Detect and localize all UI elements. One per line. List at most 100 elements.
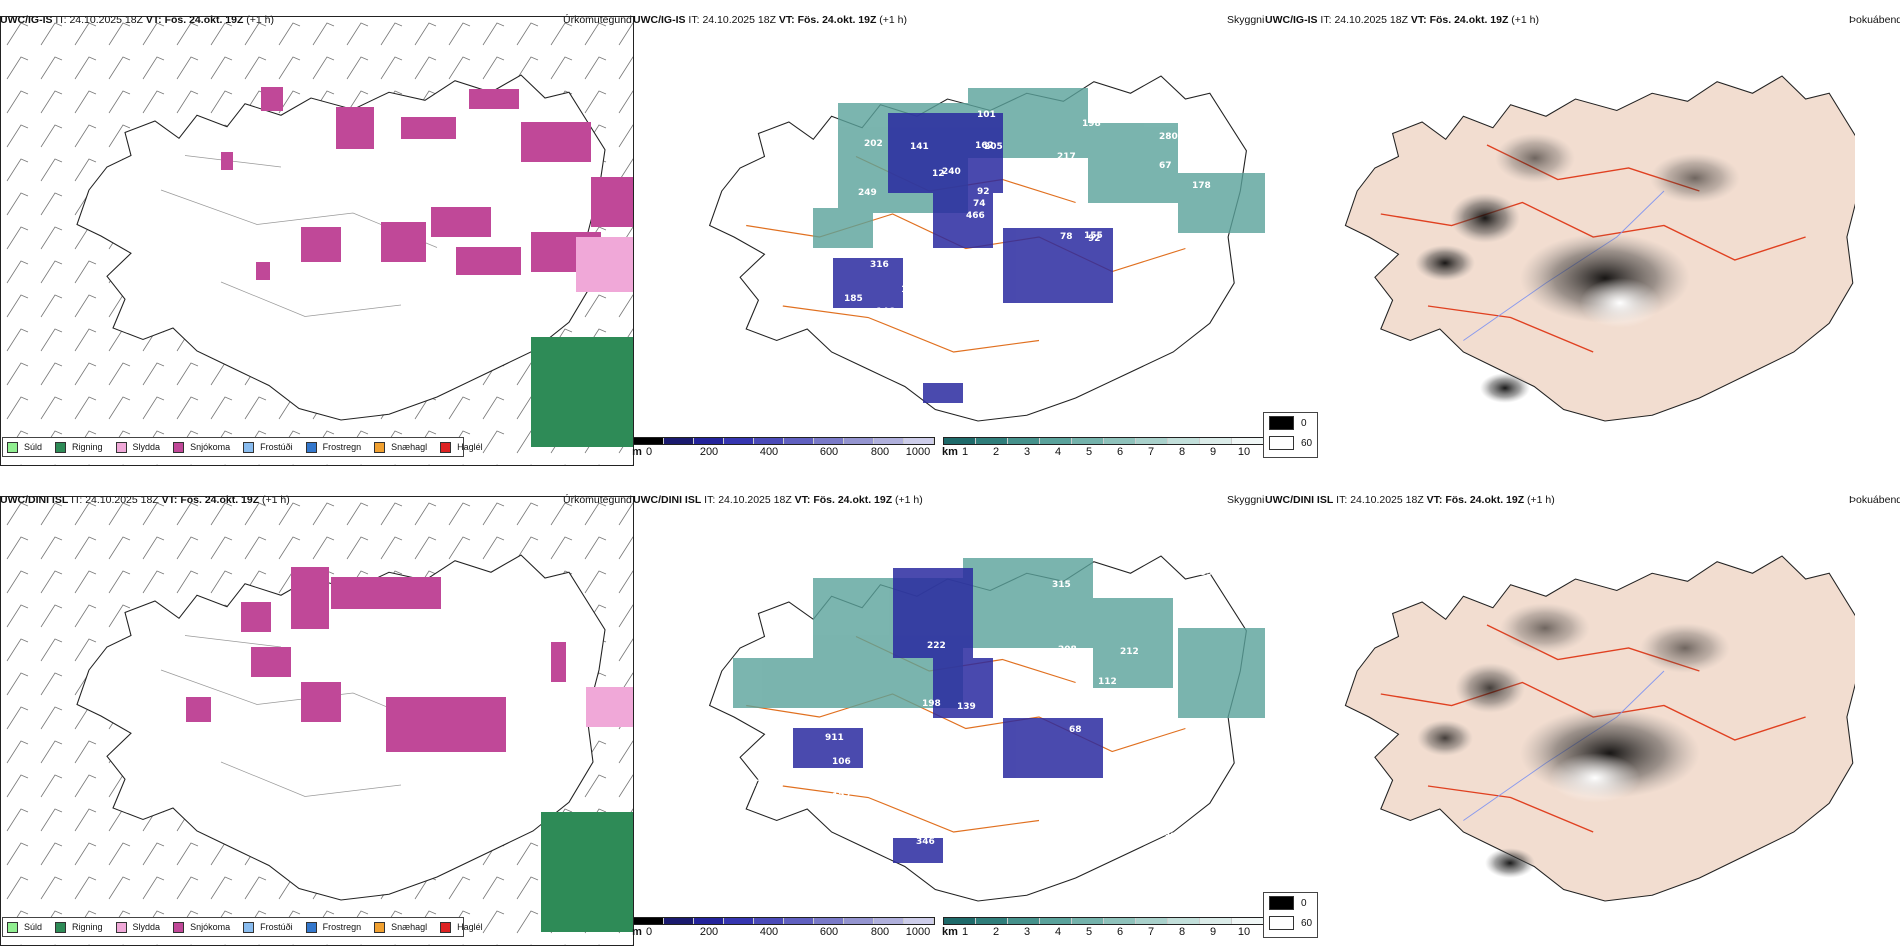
fog-key-swatch bbox=[1269, 916, 1294, 930]
panel-header: UWC/IG-IS IT: 24.10.2025 18Z VT: Fös. 24… bbox=[1265, 14, 1539, 30]
sleet-areas bbox=[576, 237, 633, 292]
legend-swatch bbox=[115, 441, 127, 453]
ceiling-label: 276 bbox=[1033, 844, 1052, 854]
fog-key-row: 60 bbox=[1264, 913, 1317, 933]
ceiling-label: 265 bbox=[899, 711, 918, 721]
visibility-tick: 8 bbox=[1178, 446, 1186, 458]
ceiling-label: 316 bbox=[870, 260, 889, 270]
legend-item: Frostregn bbox=[305, 441, 361, 453]
ceiling-label: 28 bbox=[801, 596, 814, 606]
ceiling-label: 67 bbox=[1159, 161, 1172, 171]
fog-key-swatch bbox=[1269, 896, 1294, 910]
legend-item: Snæhagl bbox=[374, 441, 427, 453]
visibility-tick: 6 bbox=[1116, 926, 1124, 938]
ceiling-colorbar bbox=[633, 437, 935, 445]
visibility-tick: 9 bbox=[1209, 446, 1217, 458]
fog-panel-bottom: UWC/DINI ISL IT: 24.10.2025 18Z VT: Fös.… bbox=[1263, 494, 1900, 946]
ceiling-label: 152 bbox=[1012, 163, 1031, 173]
ceiling-scale: m 0 200 400 600 800 1000 bbox=[632, 917, 935, 939]
ceiling-label: 127 bbox=[832, 792, 851, 802]
ceiling-label: 92 bbox=[977, 187, 990, 197]
legend-swatch bbox=[55, 921, 67, 933]
ceiling-label: 225 bbox=[1017, 690, 1036, 700]
ceiling-label: 334 bbox=[1164, 832, 1183, 842]
legend-swatch bbox=[173, 921, 185, 933]
fog-map bbox=[1344, 555, 1855, 902]
visibility-tick: 2 bbox=[992, 446, 1000, 458]
ceiling-labels: 346 276 221 231 97 28 129 334 193 222 166 232 198 95 3… bbox=[746, 561, 1220, 854]
ceiling-label: 257 bbox=[865, 827, 884, 837]
ceiling-label: 109 bbox=[912, 259, 931, 269]
ceiling-tick: 1000 bbox=[905, 926, 931, 938]
ceiling-tick: 800 bbox=[870, 446, 890, 458]
panel-header: UWC/DINI ISL IT: 24.10.2025 18Z VT: Fös.… bbox=[1265, 494, 1555, 510]
panel-title: Skyggni bbox=[1227, 14, 1265, 26]
precip-type-panel-top: UWC/IG-IS IT: 24.10.2025 18Z VT: Fös. 24… bbox=[0, 14, 634, 466]
model-name: UWC/DINI ISL bbox=[1265, 494, 1334, 506]
ceiling-label: 139 bbox=[957, 702, 976, 712]
legend-swatch bbox=[7, 441, 18, 453]
visibility-tick: 1 bbox=[961, 926, 969, 938]
ceiling-tick: 200 bbox=[699, 446, 719, 458]
legend-item: Súld bbox=[7, 921, 42, 933]
panel-title: Þokuábendi bbox=[1849, 494, 1900, 506]
legend-swatch bbox=[305, 441, 317, 453]
ceiling-label: 221 bbox=[866, 822, 885, 832]
ceiling-label: 101 bbox=[1151, 812, 1170, 822]
ceiling-label: 77 bbox=[799, 827, 812, 837]
visibility-tick: 5 bbox=[1085, 446, 1093, 458]
ceiling-label: 208 bbox=[1058, 645, 1077, 655]
ceiling-tick: 800 bbox=[870, 926, 890, 938]
legend-item: Frostúði bbox=[243, 441, 293, 453]
ceiling-label: 101 bbox=[779, 562, 798, 572]
ceiling-label: 101 bbox=[977, 110, 996, 120]
legend-item: Snjókoma bbox=[173, 441, 230, 453]
ceiling-label: 212 bbox=[1120, 647, 1139, 657]
legend-swatch bbox=[374, 441, 386, 453]
ceiling-label: 202 bbox=[864, 139, 883, 149]
visibility-tick: 9 bbox=[1209, 926, 1217, 938]
visibility-colorbar bbox=[943, 437, 1265, 445]
vt-label: VT: bbox=[1426, 494, 1443, 506]
ceiling-label: 124 bbox=[750, 779, 769, 789]
ceiling-areas bbox=[833, 113, 1113, 403]
ceiling-label: 141 bbox=[910, 142, 929, 152]
legend-swatch bbox=[243, 921, 255, 933]
ceiling-label: 97 bbox=[866, 565, 879, 575]
vt-value: Fös. 24.okt. 19Z bbox=[1429, 14, 1509, 26]
sleet-areas bbox=[586, 687, 633, 727]
visibility-colorbar bbox=[943, 917, 1265, 925]
ceiling-label: 199 bbox=[1194, 568, 1213, 578]
ceiling-label: 231 bbox=[1080, 806, 1099, 816]
it-value: 24.10.2025 18Z bbox=[1350, 494, 1424, 506]
ceiling-label: 911 bbox=[825, 733, 844, 743]
legend-item: Frostregn bbox=[305, 921, 361, 933]
ceiling-label: 217 bbox=[1057, 152, 1076, 162]
fog-key-swatch bbox=[1269, 436, 1294, 450]
it-value: 24.10.2025 18Z bbox=[718, 494, 792, 506]
vt-label: VT: bbox=[794, 494, 811, 506]
legend-item: Haglél bbox=[440, 921, 483, 933]
fog-key: 0 60 bbox=[1263, 892, 1318, 938]
visibility-tick: 4 bbox=[1054, 446, 1062, 458]
fog-areas bbox=[1417, 603, 1730, 878]
precip-legend: Súld Rigning Slydda Snjókoma Frostúði Fr… bbox=[2, 437, 483, 457]
legend-swatch bbox=[243, 441, 255, 453]
visibility-tick: 3 bbox=[1023, 926, 1031, 938]
precip-type-panel-bottom: UWC/DINI ISL IT: 24.10.2025 18Z VT: Fös.… bbox=[0, 494, 634, 946]
ceiling-label: 198 bbox=[1082, 119, 1101, 129]
fog-key-row: 0 bbox=[1264, 413, 1317, 433]
ceiling-labels: 233 249 280 466 217 146 162 152 316 240 185 180 205 3… bbox=[844, 110, 1211, 325]
ceiling-areas bbox=[793, 568, 1103, 863]
legend-item: Rigning bbox=[55, 441, 103, 453]
ceiling-label: 155 bbox=[1084, 231, 1103, 241]
ceiling-label: 74 bbox=[973, 199, 986, 209]
ceiling-label: 249 bbox=[858, 188, 877, 198]
ceiling-label: 185 bbox=[844, 294, 863, 304]
legend-swatch bbox=[440, 921, 452, 933]
ceiling-label: 205 bbox=[984, 142, 1003, 152]
vt-value: Fös. 24.okt. 19Z bbox=[797, 14, 877, 26]
visibility-tick: 1 bbox=[961, 446, 969, 458]
model-name: UWC/IG-IS bbox=[1265, 14, 1318, 26]
ceiling-tick: 600 bbox=[819, 926, 839, 938]
